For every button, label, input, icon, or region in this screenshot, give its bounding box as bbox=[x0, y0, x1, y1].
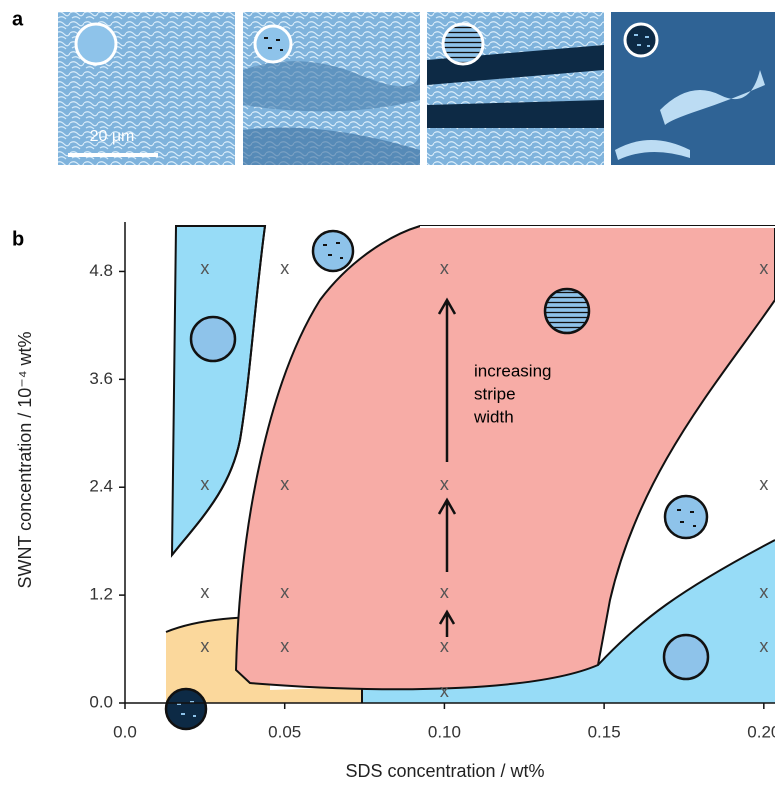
y-tick-label: 3.6 bbox=[89, 369, 113, 388]
y-tick-label: 0.0 bbox=[89, 692, 113, 711]
annotation: width bbox=[473, 407, 514, 426]
marker: x bbox=[280, 636, 289, 656]
y-tick-label: 1.2 bbox=[89, 585, 113, 604]
marker: x bbox=[440, 636, 449, 656]
marker: x bbox=[759, 474, 768, 494]
panel-label: b bbox=[12, 228, 24, 250]
marker: x bbox=[200, 636, 209, 656]
marker: x bbox=[759, 636, 768, 656]
annotation: increasing bbox=[474, 361, 552, 380]
marker: x bbox=[440, 258, 449, 278]
x-axis-label: SDS concentration / wt% bbox=[345, 761, 544, 781]
y-axis-label: SWNT concentration / 10⁻⁴ wt% bbox=[15, 331, 35, 588]
marker: x bbox=[440, 681, 449, 701]
micrographs bbox=[58, 12, 775, 165]
x-tick-label: 0.05 bbox=[268, 722, 301, 741]
marker: x bbox=[440, 474, 449, 494]
marker: x bbox=[440, 582, 449, 602]
x-tick-label: 0.15 bbox=[588, 722, 621, 741]
annotation: stripe bbox=[474, 384, 516, 403]
marker: x bbox=[200, 582, 209, 602]
marker: x bbox=[759, 582, 768, 602]
y-tick-label: 2.4 bbox=[89, 477, 113, 496]
marker: x bbox=[200, 474, 209, 494]
phase-regions bbox=[166, 226, 775, 703]
x-tick-label: 0.20 bbox=[747, 722, 775, 741]
marker: x bbox=[200, 258, 209, 278]
y-tick-label: 4.8 bbox=[89, 261, 113, 280]
x-tick-label: 0.0 bbox=[113, 722, 137, 741]
marker: x bbox=[280, 258, 289, 278]
marker: x bbox=[759, 258, 768, 278]
panel-label: a bbox=[12, 8, 24, 30]
scale-bar-label: 20 μm bbox=[90, 128, 135, 145]
x-tick-label: 0.10 bbox=[428, 722, 461, 741]
figure: a b 20 μm bbox=[0, 0, 775, 790]
marker: x bbox=[280, 582, 289, 602]
marker: x bbox=[280, 474, 289, 494]
